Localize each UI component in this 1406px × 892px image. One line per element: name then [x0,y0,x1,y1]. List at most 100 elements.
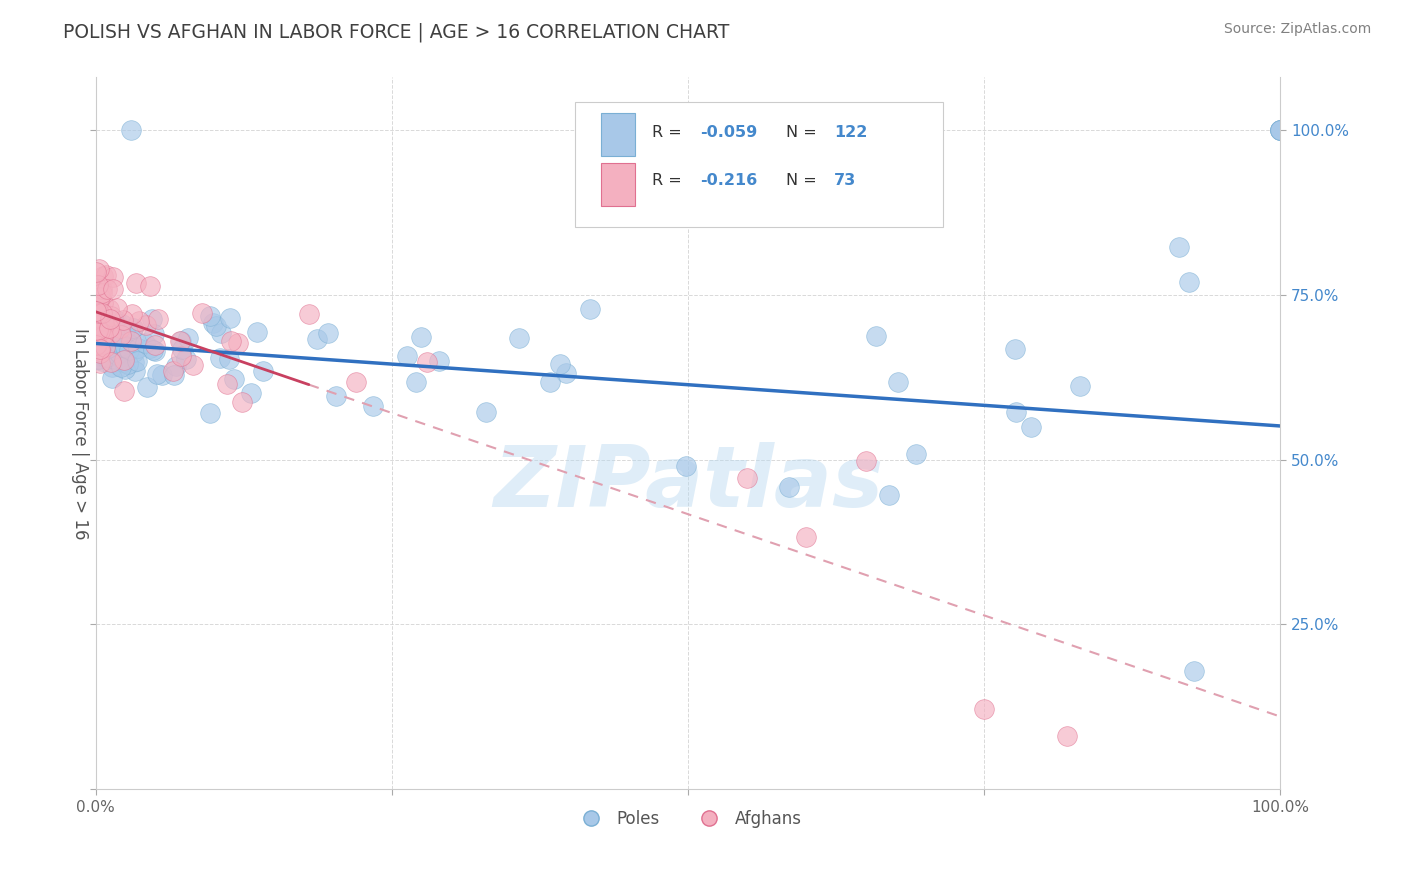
Point [427,353,450,368]
Point [201,316,224,330]
Text: N =: N = [786,173,817,188]
Point [84,304,107,318]
Point [121,307,143,321]
Point [796,530,818,544]
Point [114,323,136,337]
Point [114,339,136,353]
Point [221,334,243,349]
Text: Source: ZipAtlas.com: Source: ZipAtlas.com [1223,22,1371,37]
Y-axis label: In Labor Force | Age > 16: In Labor Force | Age > 16 [72,327,89,539]
Point [84,338,107,352]
Point [107,340,129,354]
Point [1004,343,1026,357]
Point [101,333,124,347]
Point [104,315,127,329]
Point [91,328,114,343]
Text: R =: R = [652,173,682,188]
Point [578,301,600,316]
Point [104,316,127,330]
Point [86,336,108,351]
Point [128,314,150,328]
Point [98,350,121,364]
Point [101,343,124,357]
Text: 73: 73 [834,173,856,188]
Point [150,368,173,382]
Point [89,290,111,304]
Point [973,701,995,715]
Point [93,296,115,310]
Point [89,324,111,338]
Point [105,348,128,362]
Point [141,312,163,326]
Point [97,344,120,359]
Point [89,306,111,320]
Point [163,368,186,383]
Point [91,268,114,283]
Point [122,355,145,369]
Point [136,380,159,394]
Point [100,326,122,340]
Point [96,350,118,364]
Point [89,342,111,356]
Point [142,327,165,342]
Point [94,351,117,366]
Point [118,333,141,347]
Point [143,344,166,359]
Bar [602,113,634,156]
Point [86,352,108,367]
Point [86,298,108,312]
Point [231,394,253,409]
Text: ZIPatlas: ZIPatlas [494,442,883,524]
Point [89,356,111,370]
Text: 122: 122 [834,125,868,140]
Point [105,313,128,327]
Point [200,406,222,420]
Point [96,330,118,344]
Point [1270,123,1292,137]
Point [104,352,127,367]
Point [93,335,115,350]
Point [100,326,122,341]
Point [405,375,427,389]
Point [110,359,132,374]
Point [84,303,107,318]
Point [89,313,111,327]
Point [101,282,124,296]
Point [89,343,111,358]
Point [217,376,239,391]
Point [1019,420,1042,434]
Text: -0.059: -0.059 [700,125,756,140]
Point [138,278,160,293]
Point [89,345,111,359]
Point [887,376,910,390]
Point [100,343,122,358]
Point [84,265,107,279]
Point [344,375,367,389]
Point [170,343,193,357]
Point [122,345,145,359]
Point [91,329,114,343]
Point [778,479,800,493]
Legend: Poles, Afghans: Poles, Afghans [568,803,808,834]
Point [1182,664,1205,678]
Point [112,384,135,398]
Point [1270,123,1292,137]
Point [117,357,139,371]
Point [538,375,561,389]
Point [122,333,145,347]
Point [1270,123,1292,137]
Text: N =: N = [786,125,817,140]
Point [89,352,111,367]
Point [125,276,148,290]
Point [91,323,114,337]
Point [100,310,122,324]
Point [90,305,112,319]
Point [222,372,245,386]
Point [508,331,530,345]
Point [416,354,439,368]
Point [252,364,274,378]
Point [120,123,142,137]
Point [90,354,112,368]
Text: POLISH VS AFGHAN IN LABOR FORCE | AGE > 16 CORRELATION CHART: POLISH VS AFGHAN IN LABOR FORCE | AGE > … [63,22,730,42]
Point [93,313,115,327]
